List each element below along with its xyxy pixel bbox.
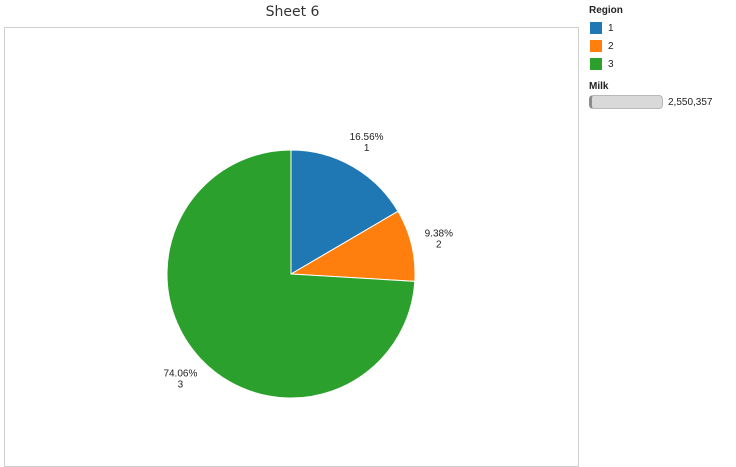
legend-swatch <box>590 22 602 34</box>
legend-swatch <box>590 40 602 52</box>
sheet-title: Sheet 6 <box>265 4 320 20</box>
size-legend-value: 2,550,357 <box>668 96 713 108</box>
milk-size-legend: Milk 2,550,357 <box>589 81 729 109</box>
legend-item-region-3[interactable]: 3 <box>589 55 729 73</box>
region-legend: Region 1 2 3 <box>589 5 729 73</box>
legend-label: 2 <box>608 40 614 52</box>
legend-label: 3 <box>608 58 614 70</box>
size-legend-title: Milk <box>589 81 609 92</box>
pie-slice-region-1[interactable] <box>290 149 399 275</box>
legend-swatch <box>590 58 602 70</box>
legend-title: Region <box>589 5 623 16</box>
pie-slice-region-3[interactable] <box>166 149 416 399</box>
size-legend-row[interactable]: 2,550,357 <box>589 95 729 109</box>
size-legend-bar <box>589 95 663 109</box>
legend-item-region-2[interactable]: 2 <box>589 37 729 55</box>
legend-label: 1 <box>608 22 614 34</box>
pie-chart: 16.56%19.38%274.06%3 <box>163 132 453 399</box>
legend-item-region-1[interactable]: 1 <box>589 19 729 37</box>
